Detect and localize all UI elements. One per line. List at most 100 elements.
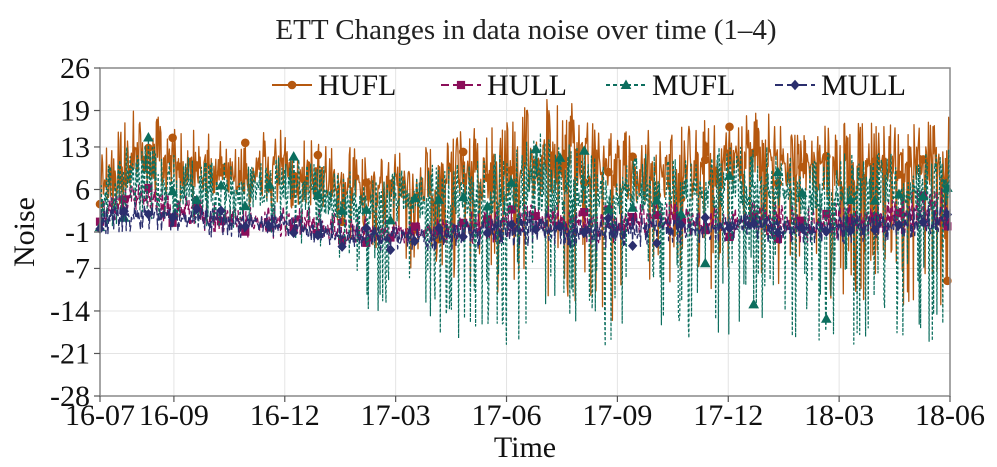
- data-point-mufl: [772, 166, 784, 177]
- data-point-hufl: [458, 147, 468, 157]
- data-point-mufl: [554, 152, 566, 162]
- data-point-mull: [555, 221, 565, 233]
- data-point-mufl: [578, 145, 590, 155]
- data-point-hufl: [725, 122, 734, 132]
- data-point-mull: [216, 205, 226, 216]
- data-point-mufl: [409, 192, 421, 203]
- data-point-mufl: [215, 179, 227, 190]
- data-point-mufl: [917, 190, 929, 201]
- data-point-hull: [894, 209, 904, 218]
- data-point-mull: [192, 203, 202, 215]
- data-point-hufl: [870, 157, 880, 166]
- data-point-mull: [458, 231, 468, 243]
- data-point-hull: [580, 207, 589, 217]
- data-point-mull: [821, 226, 831, 237]
- data-point-mufl: [627, 202, 638, 212]
- data-point-mull: [918, 216, 928, 228]
- data-point-mufl: [239, 200, 251, 211]
- data-point-mull: [434, 222, 444, 234]
- y-tick-label: -7: [65, 252, 90, 285]
- data-point-mull: [676, 219, 686, 230]
- data-point-mufl: [506, 177, 517, 187]
- data-point-mull: [482, 227, 493, 239]
- data-point-mull: [700, 212, 710, 223]
- y-tick-label: 13: [60, 131, 90, 164]
- data-point-mufl: [457, 191, 469, 202]
- legend-label: MUFL: [652, 69, 735, 102]
- x-axis: 16-07 16-09 16-12 17-03 17-06 17-09 17-12 18-03…: [65, 396, 985, 432]
- data-point-mull: [240, 221, 250, 232]
- x-tick-label: 18-06: [915, 399, 985, 432]
- x-tick-label: 17-06: [472, 399, 542, 432]
- data-point-mufl: [893, 188, 905, 199]
- data-point-mufl: [482, 201, 493, 211]
- y-tick-label: 6: [75, 173, 90, 206]
- data-point-hufl: [700, 155, 710, 165]
- data-point-hufl: [604, 167, 613, 177]
- data-point-mull: [264, 221, 275, 232]
- data-point-hufl: [313, 150, 323, 160]
- data-point-mufl: [869, 195, 881, 205]
- x-tick-label: 16-07: [65, 399, 135, 432]
- y-tick-label: 26: [60, 52, 90, 85]
- data-point-mufl: [433, 194, 445, 204]
- series-layer: [94, 98, 953, 347]
- legend-marker: [620, 79, 632, 89]
- data-point-mull: [361, 222, 371, 234]
- data-point-mull: [627, 240, 638, 252]
- data-point-hufl: [483, 173, 492, 183]
- y-tick-label: 19: [60, 95, 90, 128]
- legend-marker: [287, 80, 297, 90]
- data-point-mufl: [191, 194, 203, 204]
- data-point-hull: [410, 222, 419, 231]
- series-line-hull: [99, 184, 951, 245]
- legend-item-hufl: HUFL: [272, 69, 396, 102]
- data-point-mufl: [820, 313, 832, 323]
- data-point-mufl: [699, 257, 711, 268]
- data-point-mull: [652, 237, 662, 249]
- data-point-hufl: [507, 166, 516, 175]
- legend-label: HULL: [487, 69, 567, 102]
- legend-marker: [456, 80, 466, 90]
- y-tick-label: -28: [50, 380, 90, 413]
- x-tick-label: 17-12: [693, 399, 763, 432]
- data-point-hufl: [846, 177, 855, 187]
- x-axis-title: Time: [494, 431, 556, 464]
- data-point-mufl: [675, 208, 687, 218]
- series-markers-mufl: [94, 131, 953, 323]
- legend-label: MULL: [821, 69, 906, 102]
- data-point-hufl: [362, 178, 371, 187]
- data-point-mufl: [651, 194, 663, 205]
- data-point-hufl: [168, 133, 177, 143]
- data-point-mull: [603, 212, 614, 224]
- data-point-mull: [724, 222, 735, 234]
- data-point-mull: [870, 224, 880, 236]
- series-markers-mull: [95, 203, 953, 255]
- data-point-mufl: [288, 151, 300, 161]
- data-point-mufl: [143, 131, 154, 142]
- data-point-mull: [143, 209, 154, 220]
- x-tick-label: 17-09: [582, 399, 652, 432]
- data-point-mull: [894, 219, 904, 230]
- series-line-mull: [99, 201, 951, 251]
- data-point-mull: [410, 235, 420, 247]
- y-tick-label: -14: [50, 295, 90, 328]
- legend: HUFL HULL MUFL MULL: [272, 69, 906, 102]
- y-axis-title: Noise: [8, 197, 41, 267]
- data-point-mull: [289, 227, 299, 239]
- data-point-mull: [797, 222, 807, 234]
- legend-item-mull: MULL: [775, 69, 906, 102]
- data-point-hufl: [749, 148, 758, 158]
- legend-item-mufl: MUFL: [606, 69, 735, 102]
- data-point-hufl: [192, 161, 202, 170]
- legend-marker: [790, 79, 800, 91]
- x-tick-label: 17-03: [361, 399, 431, 432]
- data-point-mull: [385, 244, 396, 255]
- chart-title: ETT Changes in data noise over time (1–4…: [275, 14, 776, 46]
- y-tick-label: -1: [65, 216, 90, 249]
- data-point-mufl: [724, 170, 735, 180]
- data-point-hufl: [240, 138, 250, 148]
- data-point-mufl: [264, 179, 275, 189]
- x-tick-label: 18-03: [804, 399, 874, 432]
